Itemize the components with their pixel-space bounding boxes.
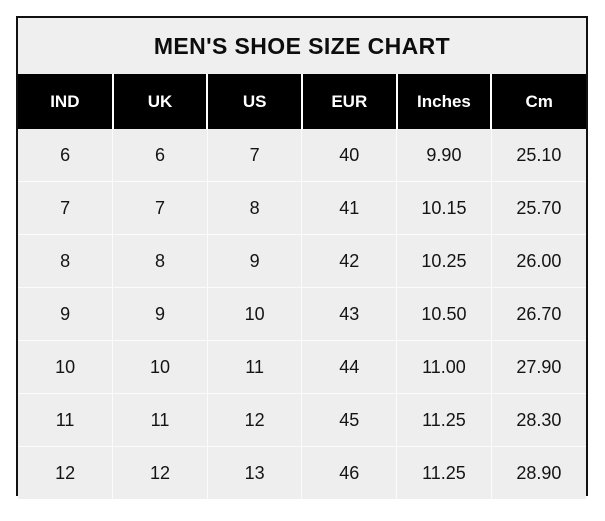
table-body: 6 6 7 40 9.90 25.10 7 7 8 41 10.15 25.70… (18, 129, 586, 499)
cell-uk: 7 (112, 181, 208, 235)
table-row: 6 6 7 40 9.90 25.10 (18, 129, 586, 182)
cell-inches: 10.15 (396, 181, 492, 235)
cell-uk: 9 (112, 287, 208, 341)
cell-cm: 28.30 (491, 393, 586, 447)
cell-eur: 41 (301, 181, 398, 235)
page-title: MEN'S SHOE SIZE CHART (18, 18, 586, 74)
cell-cm: 25.10 (491, 129, 586, 182)
table-row: 11 11 12 45 11.25 28.30 (18, 393, 586, 447)
cell-uk: 12 (112, 446, 208, 499)
table-header: IND UK US EUR Inches Cm (18, 74, 586, 129)
table-row: 7 7 8 41 10.15 25.70 (18, 181, 586, 235)
cell-inches: 11.25 (396, 446, 492, 499)
table-row: 10 10 11 44 11.00 27.90 (18, 340, 586, 394)
column-header-uk: UK (112, 74, 209, 129)
cell-ind: 11 (18, 393, 114, 447)
cell-uk: 10 (112, 340, 208, 394)
cell-ind: 9 (18, 287, 114, 341)
column-header-us: US (207, 74, 303, 129)
cell-inches: 10.50 (396, 287, 492, 341)
cell-us: 8 (207, 181, 303, 235)
cell-eur: 45 (301, 393, 398, 447)
cell-inches: 11.00 (396, 340, 492, 394)
cell-cm: 27.90 (491, 340, 586, 394)
column-header-cm: Cm (491, 74, 586, 129)
cell-inches: 11.25 (396, 393, 492, 447)
cell-us: 9 (207, 234, 303, 288)
cell-uk: 6 (112, 129, 208, 182)
cell-us: 12 (207, 393, 303, 447)
cell-eur: 40 (301, 129, 398, 182)
table-row: 12 12 13 46 11.25 28.90 (18, 446, 586, 499)
cell-uk: 11 (112, 393, 208, 447)
cell-inches: 10.25 (396, 234, 492, 288)
cell-ind: 6 (18, 129, 114, 182)
cell-eur: 44 (301, 340, 398, 394)
cell-ind: 12 (18, 446, 114, 499)
column-header-ind: IND (18, 74, 114, 129)
cell-eur: 43 (301, 287, 398, 341)
cell-us: 10 (207, 287, 303, 341)
table-row: 8 8 9 42 10.25 26.00 (18, 234, 586, 288)
cell-cm: 28.90 (491, 446, 586, 499)
column-header-inches: Inches (396, 74, 493, 129)
table-header-row: IND UK US EUR Inches Cm (18, 74, 586, 129)
table-row: 9 9 10 43 10.50 26.70 (18, 287, 586, 341)
cell-uk: 8 (112, 234, 208, 288)
cell-eur: 42 (301, 234, 398, 288)
cell-ind: 10 (18, 340, 114, 394)
cell-cm: 26.70 (491, 287, 586, 341)
cell-us: 11 (207, 340, 303, 394)
cell-cm: 25.70 (491, 181, 586, 235)
cell-us: 13 (207, 446, 303, 499)
cell-ind: 7 (18, 181, 114, 235)
cell-inches: 9.90 (396, 129, 492, 182)
cell-cm: 26.00 (491, 234, 586, 288)
column-header-eur: EUR (301, 74, 398, 129)
cell-eur: 46 (301, 446, 398, 499)
cell-us: 7 (207, 129, 303, 182)
size-chart-container: MEN'S SHOE SIZE CHART IND UK US EUR Inch… (16, 16, 588, 499)
shoe-size-table: IND UK US EUR Inches Cm 6 6 7 40 9.90 25… (18, 74, 586, 499)
cell-ind: 8 (18, 234, 114, 288)
